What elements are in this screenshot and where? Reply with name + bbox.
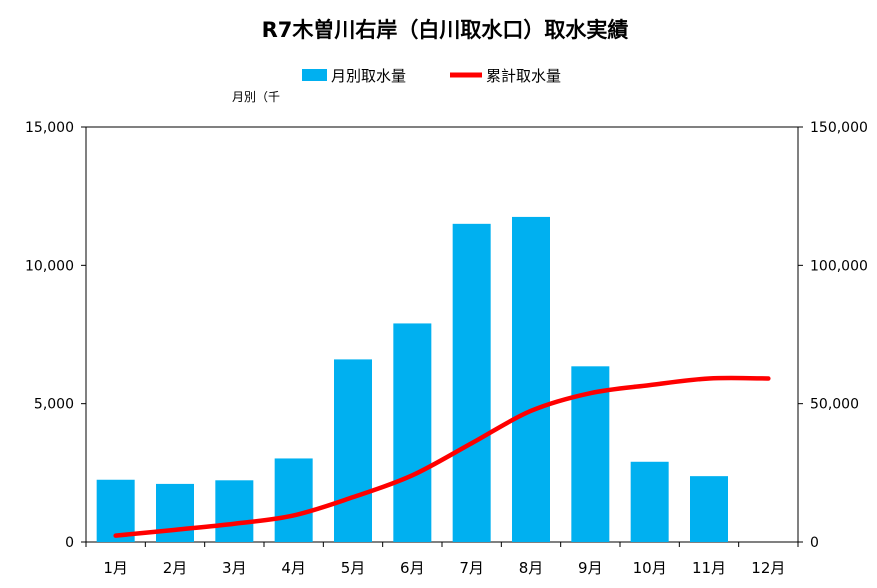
left-axis-ticks: 0 5,000 10,000 15,000 <box>25 120 86 551</box>
bar-5 <box>334 359 372 542</box>
x-tick-label: 2月 <box>163 559 188 577</box>
x-tick-label: 11月 <box>692 559 726 577</box>
x-tick-label: 12月 <box>751 559 785 577</box>
x-tick-label: 6月 <box>400 559 425 577</box>
left-tick-label: 5,000 <box>34 397 74 413</box>
bar-3 <box>215 480 254 542</box>
bar-10 <box>630 461 669 542</box>
x-tick-label: 1月 <box>103 559 128 577</box>
right-tick-label: 150,000 <box>810 120 868 136</box>
left-tick-label: 0 <box>65 535 74 551</box>
x-axis-ticks: 1月 2月 3月 4月 5月 6月 7月 8月 9月 10月 11月 12月 <box>85 542 799 577</box>
legend-label-monthly: 月別取水量 <box>331 67 406 85</box>
x-tick-label: 9月 <box>578 559 603 577</box>
x-tick-label: 4月 <box>281 559 306 577</box>
x-tick-label: 8月 <box>519 559 544 577</box>
left-tick-label: 10,000 <box>25 258 74 274</box>
x-tick-label: 10月 <box>633 559 667 577</box>
x-tick-label: 7月 <box>459 559 484 577</box>
cumulative-line <box>113 375 771 538</box>
right-axis-ticks: 0 50,000 100,000 150,000 <box>798 120 868 551</box>
bar-4 <box>274 458 313 542</box>
bar-1 <box>96 479 135 542</box>
legend-swatch-monthly <box>302 69 327 81</box>
right-tick-label: 100,000 <box>810 258 868 274</box>
left-axis-label: 月別（千 <box>232 90 280 104</box>
cumulative-line-path <box>113 375 771 538</box>
bar-6 <box>393 323 432 542</box>
x-tick-label: 3月 <box>222 559 247 577</box>
legend: 月別取水量 累計取水量 <box>302 67 561 85</box>
left-tick-label: 15,000 <box>25 120 74 136</box>
bar-11 <box>690 476 728 542</box>
bar-7 <box>452 223 491 543</box>
right-tick-label: 50,000 <box>810 397 859 413</box>
right-tick-label: 0 <box>810 535 819 551</box>
monthly-bars <box>96 216 728 543</box>
x-tick-label: 5月 <box>341 559 366 577</box>
chart-title: R7木曽川右岸（白川取水口）取水実績 <box>262 18 629 42</box>
legend-label-cumulative: 累計取水量 <box>486 67 561 85</box>
bar-8 <box>512 216 550 542</box>
